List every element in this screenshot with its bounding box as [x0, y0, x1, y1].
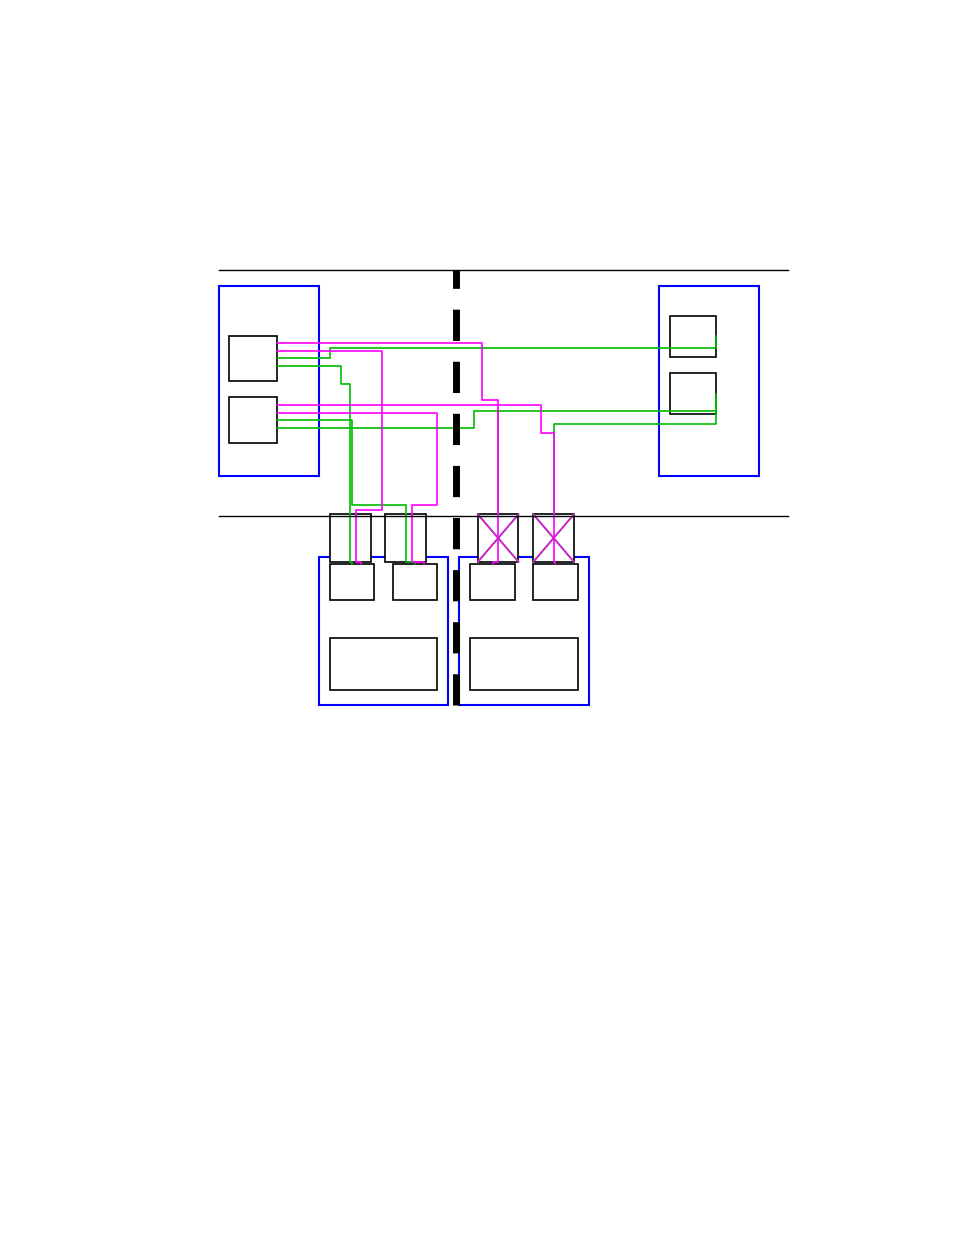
Bar [477, 514, 518, 562]
Bar [385, 514, 426, 562]
Bar [459, 557, 588, 704]
Bar [533, 563, 577, 600]
Bar [330, 563, 374, 600]
Bar [330, 514, 370, 562]
Bar [229, 398, 276, 443]
Bar [669, 373, 715, 415]
Bar [533, 514, 574, 562]
Bar [318, 557, 448, 704]
Bar [470, 638, 577, 690]
Bar [659, 287, 758, 477]
Bar [669, 316, 715, 357]
Bar [470, 563, 515, 600]
Bar [330, 638, 436, 690]
Bar [219, 287, 318, 477]
Bar [229, 336, 276, 382]
Bar [393, 563, 436, 600]
